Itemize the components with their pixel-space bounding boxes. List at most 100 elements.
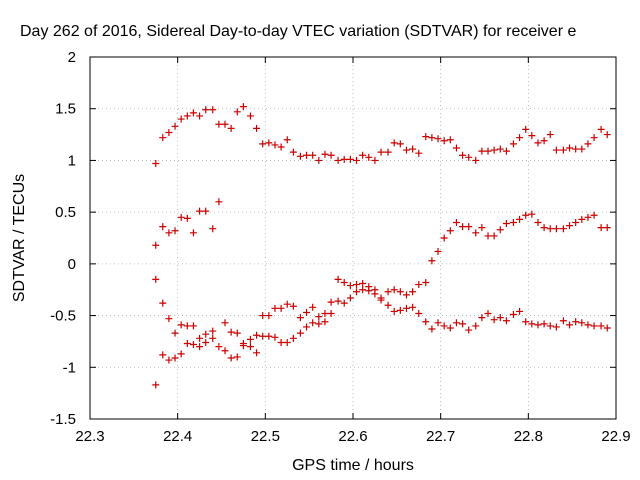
data-point [340,278,348,286]
data-point [209,106,217,114]
data-point [465,153,473,161]
data-point [428,134,436,142]
data-point [384,288,392,296]
data-point [572,218,580,226]
data-point [233,329,241,337]
data-point [559,146,567,154]
data-point [202,106,210,114]
series-satellite-c [152,275,611,362]
data-point [202,207,210,215]
data-point [603,224,611,232]
data-point [534,321,542,329]
data-point [552,146,560,154]
data-point [572,318,580,326]
data-point [516,307,524,315]
data-point [359,280,367,288]
y-axis-label: SDTVAR / TECUs [11,174,28,302]
data-point [233,108,241,116]
data-point [340,299,348,307]
data-point [159,299,167,307]
data-point [334,275,342,283]
data-point [303,151,311,159]
data-point [490,316,498,324]
data-point [371,156,379,164]
data-point [296,314,304,322]
data-point [183,112,191,120]
data-point [459,151,467,159]
data-point [215,343,223,351]
data-point [259,332,267,340]
data-point [572,145,580,153]
data-points [152,103,611,389]
data-point [359,151,367,159]
y-tick-labels: -1.5 -1 -0.5 0 0.5 1 1.5 2 [50,49,76,428]
data-point [597,224,605,232]
data-point [409,145,417,153]
data-point [452,144,460,152]
data-point [428,257,436,265]
data-point [371,286,379,294]
data-point [239,103,247,111]
data-point [578,319,586,327]
data-point [165,129,173,137]
data-point [283,338,291,346]
data-point [590,211,598,219]
data-point [353,288,361,296]
data-point [490,232,498,240]
data-point [402,146,410,154]
x-tick-label: 22.7 [426,428,455,445]
data-point [165,315,173,323]
data-point [227,328,235,336]
data-point [496,145,504,153]
data-point [196,112,204,120]
data-point [434,319,442,327]
data-point [246,112,254,120]
data-point [271,304,279,312]
data-point [472,229,480,237]
data-point [440,322,448,330]
data-point [315,320,323,328]
data-point [584,140,592,148]
data-point [152,275,160,283]
data-point [415,281,423,289]
data-point [540,137,548,145]
data-point [196,334,204,342]
data-point [221,120,229,128]
data-point [402,291,410,299]
data-point [459,223,467,231]
data-point [327,151,335,159]
data-point [434,247,442,255]
data-point [265,312,273,320]
data-point [422,278,430,286]
data-point [377,148,385,156]
data-point [171,122,179,130]
data-point [546,225,554,233]
data-point [528,132,536,140]
data-point [183,339,191,347]
data-point [409,288,417,296]
data-point [277,304,285,312]
x-tick-label: 22.8 [514,428,543,445]
data-point [578,145,586,153]
data-point [552,323,560,331]
data-point [559,317,567,325]
data-point [202,338,210,346]
data-point [484,147,492,155]
data-point [559,225,567,233]
data-point [396,140,404,148]
data-point [177,213,185,221]
data-point [365,153,373,161]
data-point [484,310,492,318]
data-point [552,225,560,233]
data-point [183,322,191,330]
data-point [516,215,524,223]
data-point [239,342,247,350]
data-point [346,294,354,302]
y-tick-label: 1.5 [55,101,76,118]
data-point [490,146,498,154]
data-point [189,322,197,330]
data-point [540,320,548,328]
data-point [253,124,261,132]
series-satellite-b [152,198,611,351]
data-point [522,318,530,326]
